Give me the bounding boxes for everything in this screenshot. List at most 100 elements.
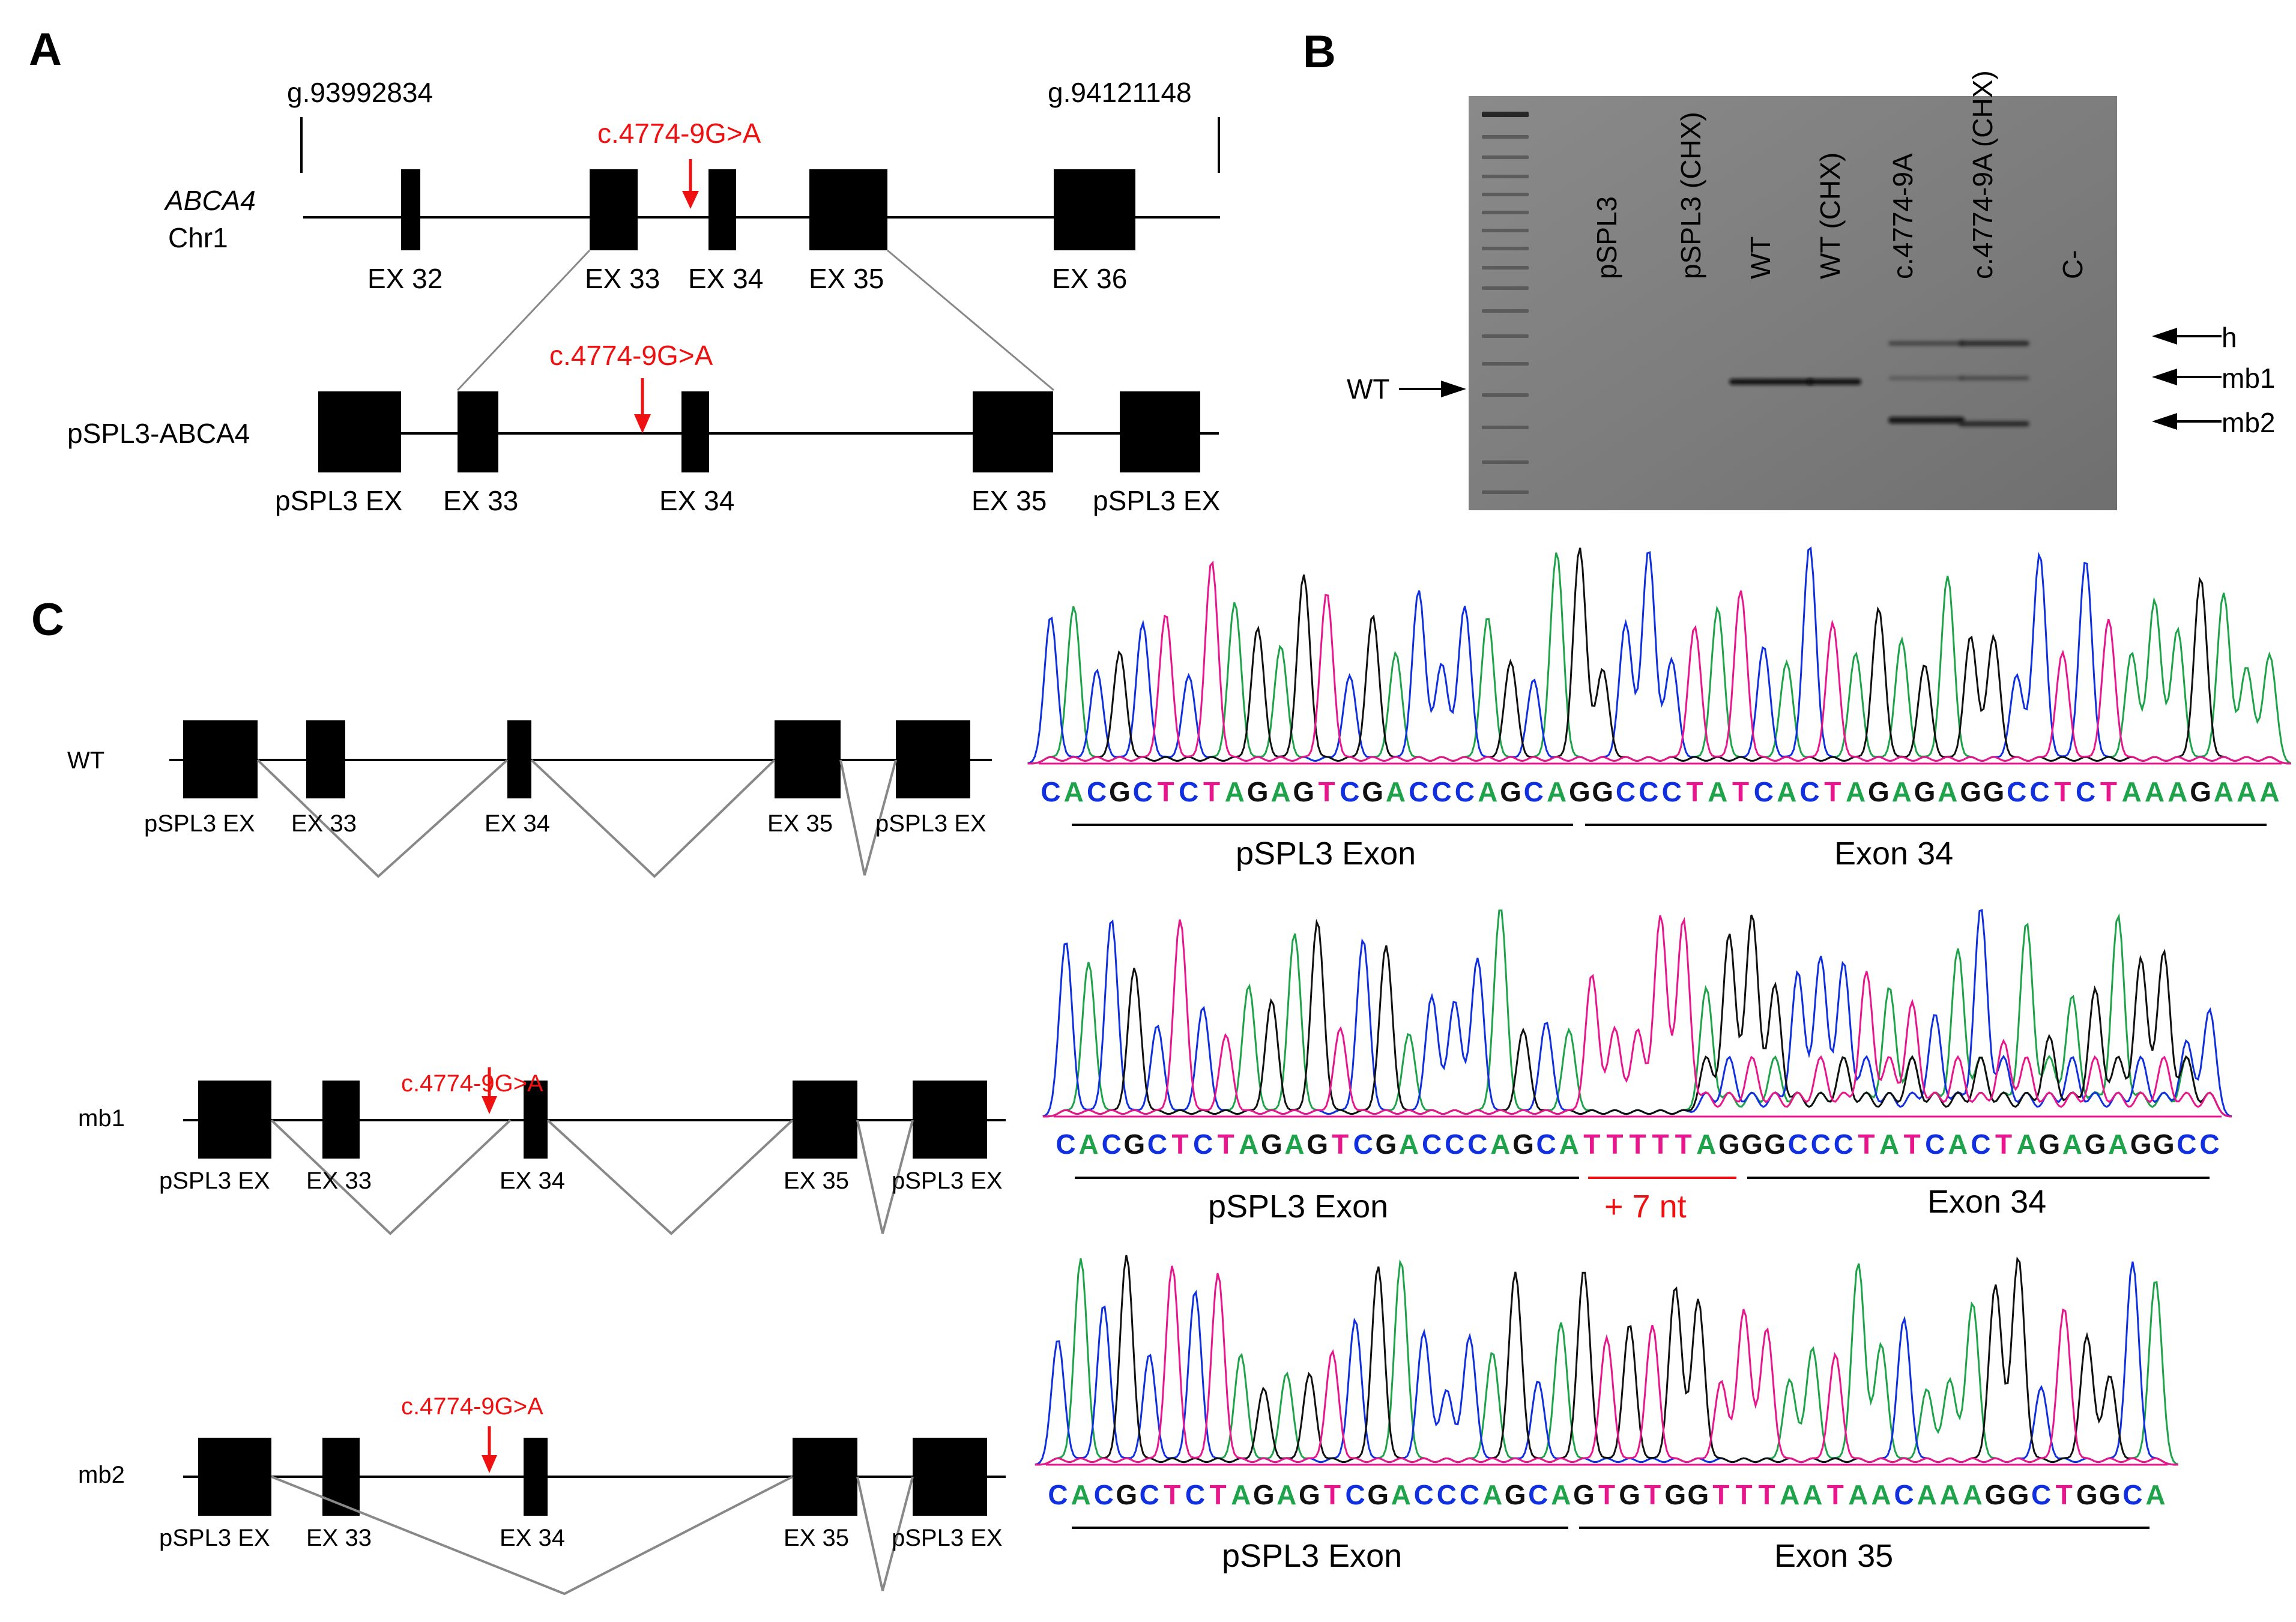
sequence-letter: G	[2130, 1129, 2152, 1160]
exon-box	[775, 720, 841, 798]
sequence-letter: A	[2259, 776, 2279, 807]
construct-exon-label: EX 34	[659, 485, 734, 516]
sequence-letter: A	[1078, 1129, 1098, 1160]
sequence-letter: C	[1133, 776, 1153, 807]
sequence-letter: C	[1925, 1129, 1945, 1160]
sequence-letter: A	[1391, 1479, 1411, 1510]
construct-exon-33	[458, 391, 498, 472]
ladder-band	[1482, 362, 1529, 366]
regions-mb1: pSPL3 Exon + 7 nt Exon 34	[1075, 1177, 2210, 1225]
arrow-right-icon	[1399, 381, 1466, 397]
trace-C	[1027, 546, 2291, 765]
sequence-letter: C	[2031, 1479, 2051, 1510]
sequence-letter: C	[1179, 776, 1198, 807]
sequence-letter: A	[2237, 776, 2256, 807]
genomic-exon-34	[708, 169, 736, 250]
sequence-letter: T	[1824, 776, 1841, 807]
sequence-letter: T	[1324, 1479, 1341, 1510]
sequence-letter: T	[2100, 776, 2117, 807]
panel-label-c: C	[31, 594, 64, 645]
sequence-letter: G	[1868, 776, 1890, 807]
splice-diagram-wt: WT pSPL3 EX EX 33 EX 34 EX 35 pSPL3 EX	[67, 720, 992, 878]
sequence-letter: C	[1536, 1129, 1556, 1160]
sequence-letter: A	[2145, 776, 2165, 807]
ladder-band	[1482, 155, 1529, 159]
ladder-band	[1482, 211, 1529, 214]
mutation-arrow-icon	[482, 1067, 497, 1114]
sequence-letter: T	[1652, 1129, 1669, 1160]
ladder-band	[1482, 193, 1529, 196]
sequence-letter: C	[1437, 1479, 1457, 1510]
sequence-letter: C	[1353, 1129, 1373, 1160]
genomic-exon-label: EX 36	[1052, 263, 1127, 294]
exon-label: EX 33	[306, 1525, 372, 1551]
sequence-letter: G	[1718, 1129, 1740, 1160]
gel-band	[1807, 379, 1861, 385]
gel-marker-wt: WT	[1347, 373, 1390, 405]
gel-marker-mb2: mb2	[2222, 407, 2275, 438]
ladder-band	[1482, 393, 1529, 397]
ladder-band	[1482, 112, 1529, 117]
gel-marker-mb1: mb1	[2222, 363, 2275, 394]
sequence-letter: G	[2076, 1479, 2098, 1510]
sequence-letter: G	[1569, 776, 1591, 807]
sequence-letter: T	[1210, 1479, 1227, 1510]
sequence-letter: A	[1490, 1129, 1510, 1160]
panel-c: C WT pSPL3 EX EX 33 EX 34 EX 35 pSPL3 EX…	[31, 546, 2292, 1596]
sequence-letter: C	[1414, 1479, 1434, 1510]
sequence-letter: G	[1299, 1479, 1320, 1510]
sequence-letter: C	[1193, 1129, 1213, 1160]
trace-G	[1027, 547, 2291, 765]
sequence-letter: G	[1985, 1479, 2007, 1510]
sequence-letter: A	[1892, 776, 1912, 807]
mutation-label: c.4774-9G>A	[401, 1070, 543, 1097]
sequence-letter: T	[1904, 1129, 1921, 1160]
sequence-letter: C	[1140, 1479, 1159, 1510]
exon-label: pSPL3 EX	[892, 1525, 1003, 1551]
sequence-letter: T	[1332, 1129, 1349, 1160]
sequence-letter: A	[2062, 1129, 2082, 1160]
exon-label: EX 34	[500, 1168, 565, 1194]
row-label: mb2	[78, 1462, 125, 1488]
sequence-letter: C	[1460, 1479, 1479, 1510]
mutation-arrow-icon	[682, 159, 699, 209]
sequence-letter: A	[2145, 1479, 2165, 1510]
exon-box	[896, 720, 970, 798]
sequence-letter: T	[1583, 1129, 1600, 1160]
sequence-letter: T	[1203, 776, 1220, 807]
sequence-letter: A	[1270, 776, 1290, 807]
genomic-exon-label: EX 32	[367, 263, 443, 294]
trace-T	[1035, 1265, 2178, 1466]
trace-A	[1042, 909, 2232, 1118]
sequence-letter: T	[1759, 1479, 1775, 1510]
sequence-letter: C	[1445, 1129, 1464, 1160]
ladder-band	[1482, 309, 1529, 313]
gel-marker-h: h	[2222, 322, 2237, 353]
sequence-letter: A	[1071, 1479, 1090, 1510]
exon-label: pSPL3 EX	[892, 1168, 1003, 1194]
chromatogram-wt	[1027, 546, 2292, 765]
region-label: pSPL3 Exon	[1208, 1189, 1388, 1225]
sequence-letter: G	[2008, 1479, 2029, 1510]
sequence-letter: C	[1185, 1479, 1205, 1510]
sequence-letter: C	[2122, 1479, 2142, 1510]
sequence-letter: G	[1362, 776, 1383, 807]
sequence-letter: T	[1675, 1129, 1692, 1160]
sequence-letter: C	[1056, 1129, 1075, 1160]
trace-T	[1027, 560, 2291, 765]
gel-lane-label: pSPL3 (CHX)	[1675, 112, 1706, 279]
sequence-letter: T	[1712, 1479, 1729, 1510]
sequence-letter: G	[2190, 776, 2211, 807]
sequence-letter: A	[1478, 776, 1497, 807]
genomic-exon-label: EX 33	[585, 263, 660, 294]
chromatogram-mb1	[1042, 909, 2232, 1118]
exon-box	[793, 1438, 857, 1516]
sequence-letter: G	[2099, 1479, 2121, 1510]
genomic-exon-33	[590, 169, 638, 250]
sequence-letter: C	[1467, 1129, 1487, 1160]
sequence-letter: C	[2029, 776, 2049, 807]
splice-path	[546, 1119, 794, 1235]
